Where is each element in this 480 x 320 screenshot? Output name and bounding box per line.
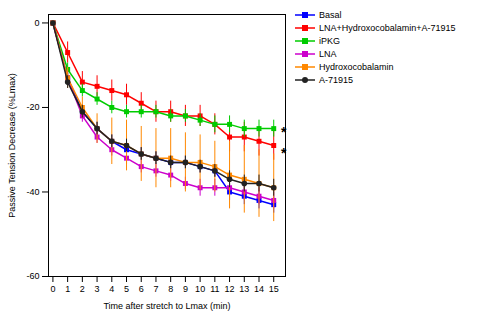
html-text:iPKG: iPKG: [319, 36, 340, 46]
svg-text:14: 14: [254, 284, 264, 294]
html-text:LNA+Hydroxocobalamin+A-71915: LNA+Hydroxocobalamin+A-71915: [319, 23, 456, 33]
svg-text:-20: -20: [26, 102, 39, 112]
svg-text:11: 11: [210, 284, 219, 294]
svg-text:10: 10: [195, 284, 205, 294]
svg-text:*: *: [281, 145, 287, 161]
svg-text:0: 0: [34, 18, 39, 28]
svg-text:*: *: [281, 124, 287, 140]
svg-text:0: 0: [50, 284, 55, 294]
html-text:A-71915: A-71915: [319, 75, 353, 85]
html-text:Hydroxocobalamin: Hydroxocobalamin: [319, 62, 394, 72]
html-text:Basal: Basal: [319, 10, 342, 20]
svg-text:Passive Tension Decrease (%Lma: Passive Tension Decrease (%Lmax): [7, 73, 17, 217]
svg-text:Time after stretch to Lmax (mi: Time after stretch to Lmax (min): [103, 301, 230, 311]
svg-text:-60: -60: [26, 271, 39, 281]
svg-text:2: 2: [80, 284, 85, 294]
svg-text:12: 12: [225, 284, 235, 294]
svg-text:9: 9: [183, 284, 188, 294]
svg-text:8: 8: [168, 284, 173, 294]
svg-text:6: 6: [139, 284, 144, 294]
svg-text:4: 4: [109, 284, 114, 294]
svg-text:1: 1: [65, 284, 70, 294]
svg-text:-40: -40: [26, 187, 39, 197]
svg-text:7: 7: [153, 284, 158, 294]
svg-text:13: 13: [239, 284, 249, 294]
svg-text:5: 5: [124, 284, 129, 294]
html-text:LNA: LNA: [319, 49, 337, 59]
svg-text:15: 15: [269, 284, 279, 294]
svg-text:3: 3: [95, 284, 100, 294]
